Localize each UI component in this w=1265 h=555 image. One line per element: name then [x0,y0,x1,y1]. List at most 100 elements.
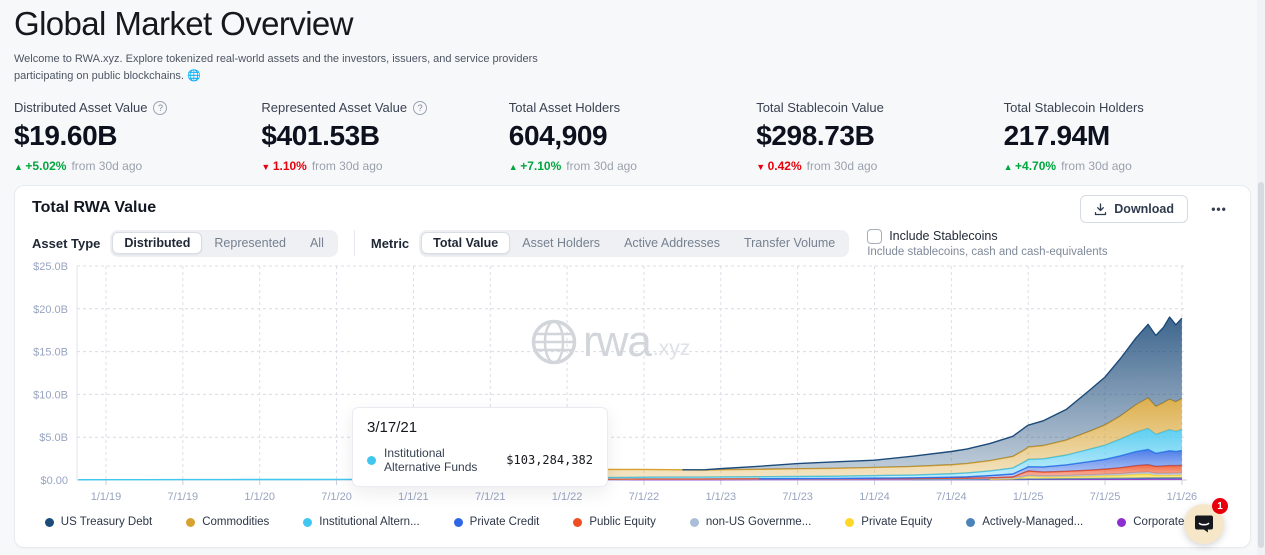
tooltip-series-value: $103,284,382 [506,453,593,467]
include-stablecoins-checkbox[interactable] [867,228,883,244]
x-axis-label: 7/1/19 [168,491,199,503]
x-axis-label: 7/1/22 [629,491,660,503]
y-axis-label: $25.0B [33,261,68,273]
legend-dot [303,517,313,527]
legend-item-non-us-government-debt[interactable]: non-US Governme... [689,516,812,528]
asset-type-option-represented[interactable]: Represented [214,236,286,250]
x-axis-label: 7/1/20 [321,491,352,503]
panel-title: Total RWA Value [32,199,157,216]
trend-suffix: from 30d ago [806,159,878,173]
stat-label: Distributed Asset Value? [14,100,261,115]
page-title: Global Market Overview [14,5,354,42]
asset-type-label: Asset Type [32,235,101,251]
stat-value: $401.53B [261,120,380,151]
asset-type-option-distributed[interactable]: Distributed [112,232,203,254]
stat-label: Total Stablecoin Value [756,100,1003,115]
trend-suffix: from 30d ago [71,159,143,173]
y-axis-label: $5.0B [39,432,68,444]
stat-trend: ▼ 0.42% from 30d ago [756,159,1003,173]
tooltip-row: Institutional Alternative Funds $103,284… [367,446,593,474]
legend-item-private-equity[interactable]: Private Equity [845,516,932,528]
trend-suffix: from 30d ago [311,159,383,173]
include-stablecoins-group: Include Stablecoins Include stablecoins,… [867,228,1108,258]
chart-legend: US Treasury Debt Commodities Institutional… [15,516,1250,528]
legend-item-institutional-alternative-funds[interactable]: Institutional Altern... [303,516,420,528]
legend-label: Institutional Altern... [319,516,420,528]
stat-label: Total Stablecoin Holders [1004,100,1251,115]
metric-option-active-addresses[interactable]: Active Addresses [624,236,720,250]
stat-total-stablecoin-value: Total Stablecoin Value $298.73B ▼ 0.42% f… [756,100,1003,173]
trend-arrow-and-pct: ▲ +5.02% [14,159,67,173]
rwa-stacked-area-chart: $0.00 $5.0B $10.0B $15.0B $20.0B $25.0B 1/1/19… [33,261,1197,503]
stat-value: 604,909 [508,120,608,151]
trend-suffix: from 30d ago [1061,159,1132,173]
stat-trend: ▲ +4.70% from 30d ago [1004,159,1251,173]
stat-label-text: Distributed Asset Value [14,100,148,115]
legend-dot [845,517,855,527]
x-axis-label: 7/1/24 [936,491,967,503]
stat-label-text: Total Asset Holders [508,100,621,115]
y-axis-label: $15.0B [33,347,68,359]
chat-notification-badge: 1 [1212,498,1228,514]
legend-item-public-equity[interactable]: Public Equity [573,516,656,528]
x-axis-label: 7/1/25 [1090,491,1121,503]
more-options-button[interactable]: ••• [1202,195,1236,223]
y-axis-label: $10.0B [33,389,68,401]
x-axis-label: 1/1/23 [706,491,737,503]
scrollbar-thumb[interactable] [1258,182,1264,548]
metric-option-asset-holders[interactable]: Asset Holders [522,236,601,250]
area-private-credit [759,449,1182,479]
legend-item-us-treasury-debt[interactable]: US Treasury Debt [44,516,152,528]
include-stablecoins-sublabel: Include stablecoins, cash and cash-equiv… [867,245,1108,258]
metric-option-total-value[interactable]: Total Value [421,232,511,254]
stat-label-text: Total Stablecoin Value [756,100,884,115]
stat-represented-asset-value: Represented Asset Value? $401.53B ▼ 1.10… [261,100,508,173]
legend-label: Actively-Managed... [982,516,1084,528]
chart-area[interactable]: $0.00 $5.0B $10.0B $15.0B $20.0B $25.0B 1/1/19… [17,256,1232,510]
legend-dot [453,517,463,527]
legend-item-private-credit[interactable]: Private Credit [453,516,539,528]
chart-controls: Asset Type Distributed Represented All M… [32,228,1108,258]
download-label: Download [1114,202,1174,216]
area-commodities [505,398,1182,479]
stat-label: Total Asset Holders [509,100,756,115]
controls-divider [353,230,355,256]
chat-bubble-icon [1195,515,1213,533]
trend-arrow-and-pct: ▲ +4.70% [1003,159,1057,173]
legend-item-commodities[interactable]: Commodities [186,516,269,528]
metric-segmented-control: Total Value Asset Holders Active Address… [419,229,850,257]
x-axis-label: 1/1/19 [91,491,122,503]
x-axis-label: 7/1/21 [475,491,506,503]
stat-trend: ▲ +7.10% from 30d ago [509,159,756,173]
scrollbar-track[interactable] [1257,0,1265,555]
legend-dot [1117,517,1127,527]
stat-total-asset-holders: Total Asset Holders 604,909 ▲ +7.10% from… [509,100,756,173]
download-icon [1095,202,1107,215]
asset-type-option-all[interactable]: All [309,236,324,250]
legend-label: Private Equity [861,516,933,528]
tooltip-series-name: Institutional Alternative Funds [384,446,478,474]
trend-arrow-and-pct: ▼ 1.10% [261,159,307,173]
stat-value: $19.60B [14,120,118,151]
info-icon[interactable]: ? [413,100,428,115]
tooltip-series-dot [367,455,376,465]
metric-option-transfer-volume[interactable]: Transfer Volume [743,236,836,250]
legend-item-actively-managed-funds[interactable]: Actively-Managed... [966,516,1083,528]
page-subtitle: Welcome to RWA.xyz. Explore tokenized re… [14,53,538,82]
area-public-equity [536,464,1182,480]
download-button[interactable]: Download [1080,195,1188,223]
x-axis-label: 1/1/20 [244,491,275,503]
legend-label: non-US Governme... [705,516,812,528]
asset-type-segmented-control: Distributed Represented All [110,229,338,257]
area-us-treasury-debt [682,317,1182,471]
x-axis-label: 1/1/24 [859,491,890,503]
stat-trend: ▼ 1.10% from 30d ago [261,159,508,173]
x-axis-label: 1/1/25 [1013,491,1044,503]
stats-row: Distributed Asset Value? $19.60B ▲ +5.02… [14,100,1251,173]
metric-label: Metric [370,235,410,251]
x-axis-label: 1/1/22 [552,491,583,503]
stat-trend: ▲ +5.02% from 30d ago [14,159,261,173]
legend-label: Public Equity [589,516,656,528]
info-icon[interactable]: ? [153,100,168,115]
legend-dot [573,517,583,527]
